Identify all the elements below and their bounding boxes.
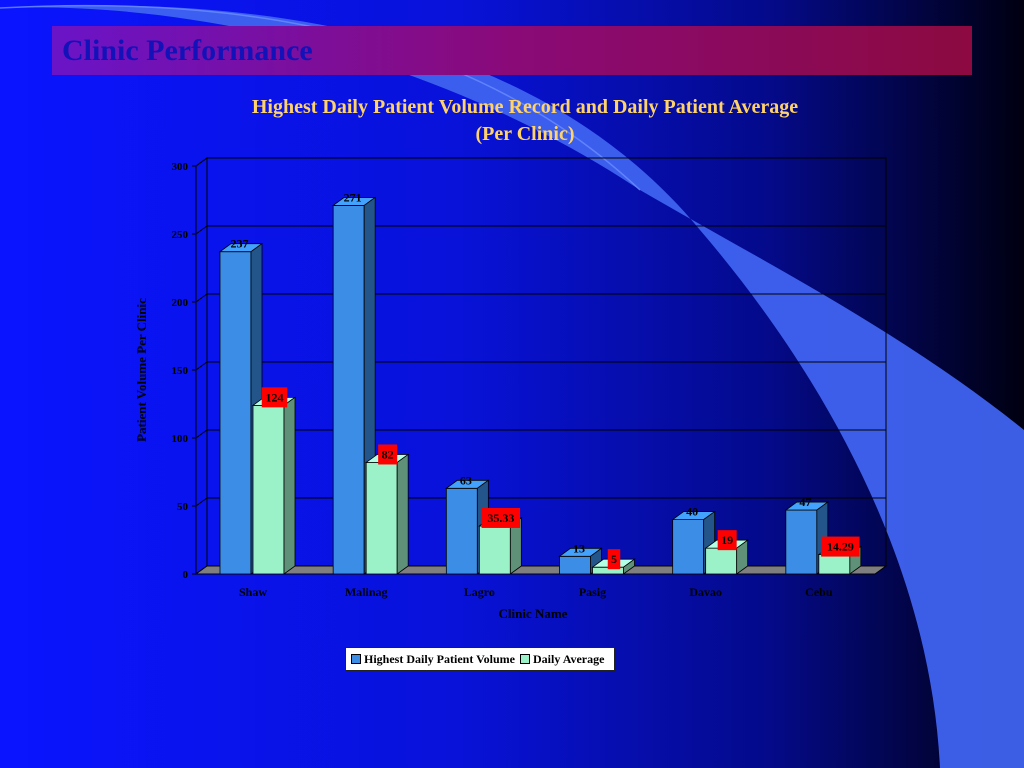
- gridline: [195, 361, 886, 371]
- data-label-highest: 13: [573, 541, 585, 555]
- legend-label-average: Daily Average: [533, 651, 605, 666]
- chart-title-line-1: Highest Daily Patient Volume Record and …: [251, 96, 799, 118]
- x-tick-label: Shaw: [239, 585, 267, 599]
- slide-title: Clinic Performance: [62, 34, 313, 67]
- chart-title-line-2: (Per Clinic): [475, 123, 575, 145]
- chart-title: Highest Daily Patient Volume Record and …: [150, 94, 900, 148]
- bar-highest-malinag: [331, 196, 377, 575]
- data-label-highest: 47: [799, 495, 811, 509]
- y-axis-ticks: 0 50 100 150 200 250 300: [172, 161, 197, 581]
- plot-walls: [195, 157, 887, 575]
- gridline: [195, 497, 886, 507]
- floor-plane: [194, 565, 888, 575]
- bar-average-malinag: [364, 453, 410, 575]
- gridline: [195, 157, 886, 167]
- y-tick-label: 0: [183, 569, 189, 581]
- x-tick-label: Malinag: [345, 585, 388, 599]
- y-tick-label: 50: [177, 501, 189, 513]
- svg-text:5: 5: [611, 552, 617, 566]
- legend-label-highest: Highest Daily Patient Volume: [364, 651, 516, 666]
- data-label-average: 82: [378, 444, 398, 465]
- bars: [218, 196, 863, 575]
- gridline: [195, 429, 886, 439]
- x-tick-label: Lagro: [464, 585, 495, 599]
- x-axis-ticks: Shaw Malinag Lagro Pasig Davao Cebu: [239, 585, 833, 599]
- legend-swatch-average: [520, 654, 531, 664]
- y-axis-label: Patient Volume Per Clinic: [134, 298, 149, 442]
- data-label-highest: 271: [344, 190, 362, 204]
- y-tick-label: 300: [172, 161, 189, 173]
- gridline: [195, 225, 886, 235]
- data-labels: 237 124 271 82 63 35.33 13 5 40 19 47 14.29: [231, 190, 860, 570]
- data-label-highest: 237: [231, 237, 249, 251]
- y-tick-label: 200: [172, 297, 189, 309]
- x-tick-label: Davao: [689, 585, 722, 599]
- svg-text:14.29: 14.29: [827, 540, 854, 554]
- x-tick-label: Cebu: [805, 585, 833, 599]
- data-label-highest: 63: [460, 473, 472, 487]
- y-tick-label: 250: [172, 229, 189, 241]
- svg-text:35.33: 35.33: [487, 511, 514, 525]
- data-label-average: 19: [717, 530, 737, 551]
- y-tick-label: 100: [172, 433, 189, 445]
- legend-item-highest: Highest Daily Patient Volume: [351, 652, 515, 667]
- data-label-average: 124: [261, 387, 288, 408]
- x-axis-label: Clinic Name: [499, 606, 568, 621]
- legend-item-average: Daily Average: [520, 652, 604, 667]
- data-label-average: 35.33: [481, 507, 521, 528]
- svg-text:19: 19: [721, 533, 733, 547]
- data-label-average: 5: [607, 549, 621, 570]
- y-tick-label: 150: [172, 365, 189, 377]
- data-label-highest: 40: [686, 505, 698, 519]
- legend: Highest Daily Patient Volume Daily Avera…: [345, 647, 616, 671]
- title-bar: Clinic Performance: [52, 26, 972, 75]
- gridlines: [195, 157, 886, 575]
- legend-swatch-highest: [351, 654, 361, 664]
- svg-text:82: 82: [382, 447, 394, 461]
- gridline: [195, 293, 886, 303]
- data-label-average: 14.29: [821, 536, 860, 557]
- bar-average-shaw: [251, 396, 297, 575]
- svg-text:124: 124: [266, 390, 284, 404]
- bar-average-davao: [704, 539, 749, 575]
- chart-floor: [194, 565, 888, 575]
- x-tick-label: Pasig: [579, 585, 606, 599]
